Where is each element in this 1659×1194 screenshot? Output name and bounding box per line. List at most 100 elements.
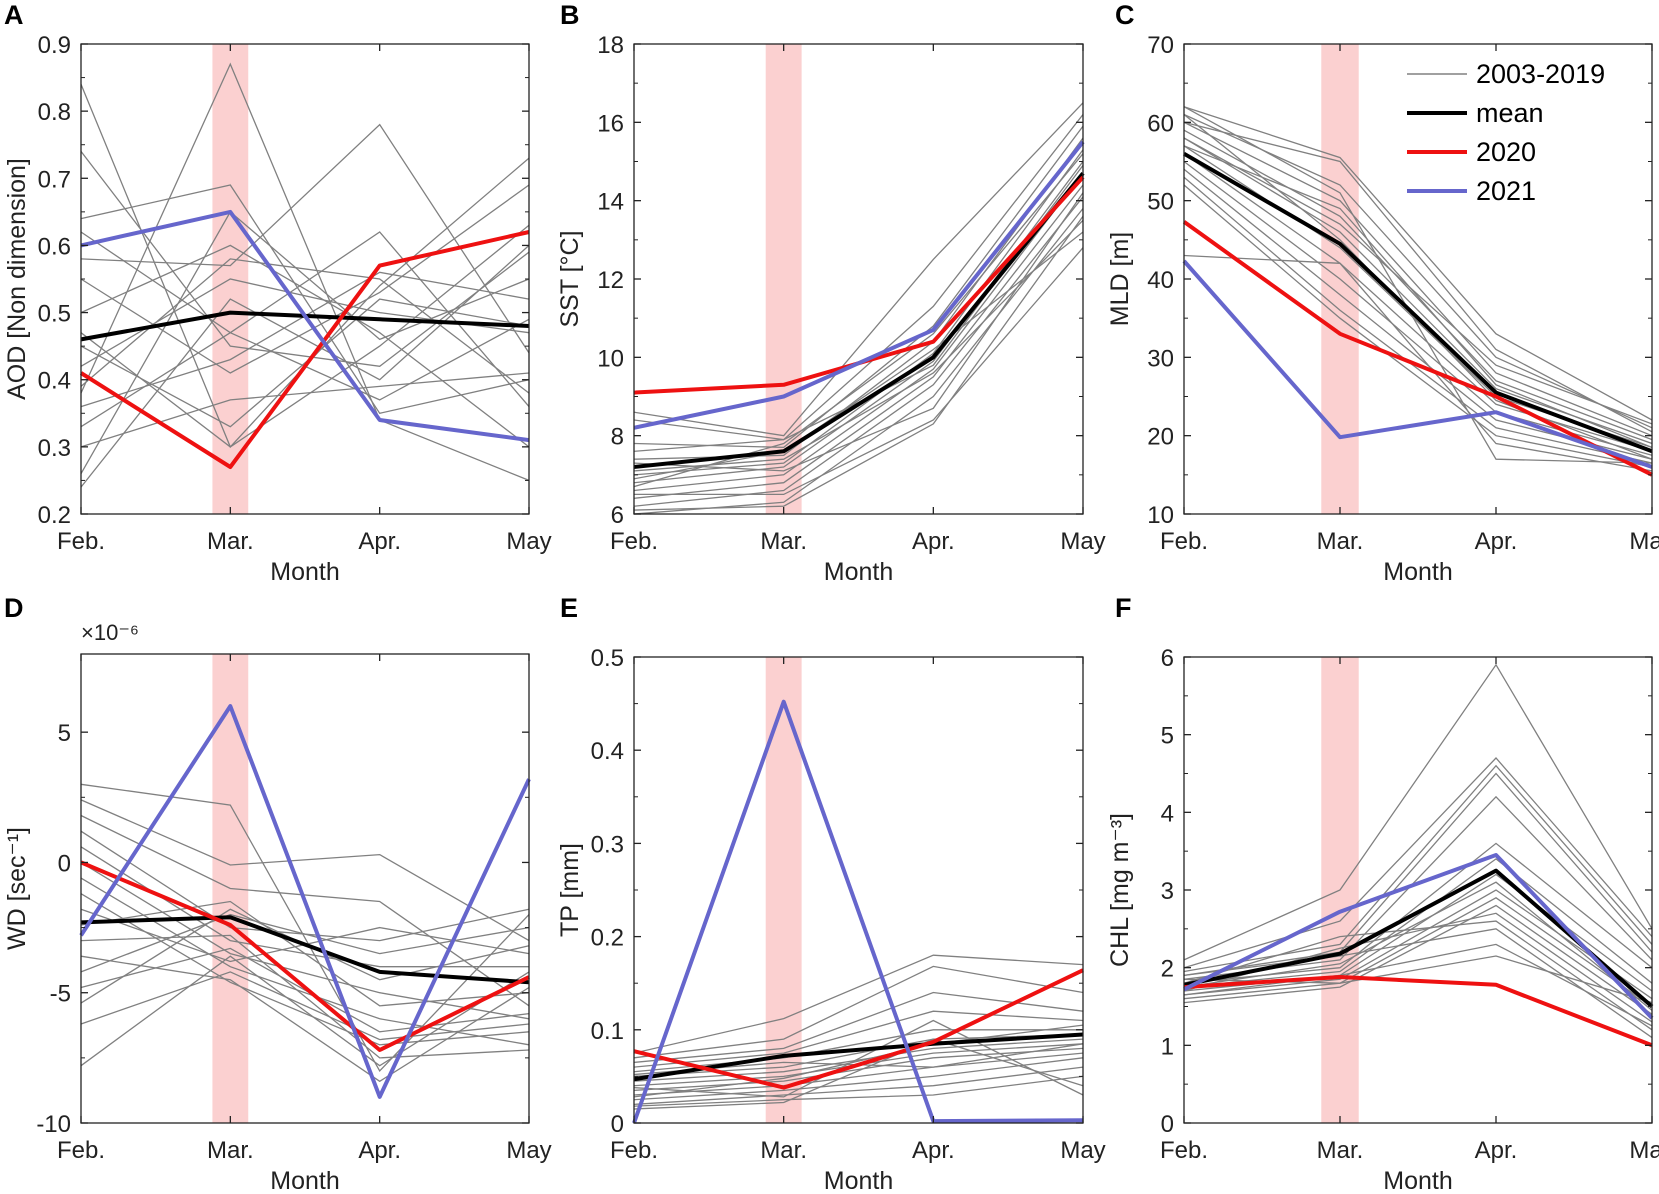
x-tick-label: May: [1060, 528, 1105, 555]
series-line-2003-2019: [1183, 772, 1653, 977]
panel-letter: E: [560, 593, 578, 623]
series-line-2003-2019: [633, 1047, 1084, 1092]
x-tick-label: May: [506, 1137, 551, 1164]
x-tick-label: Apr.: [912, 1137, 955, 1164]
series-line-2020: [79, 230, 530, 469]
y-tick-label: 0.5: [38, 301, 71, 328]
y-tick-label: 5: [1161, 723, 1174, 750]
series-line-2003-2019: [633, 1019, 1084, 1098]
x-tick-label: Apr.: [912, 528, 955, 555]
series-line-2003-2019: [633, 153, 1084, 488]
x-tick-label: Mar.: [207, 528, 254, 555]
x-tick-label: Apr.: [1475, 1137, 1518, 1164]
x-tick-label: Feb.: [1160, 1137, 1208, 1164]
series-line-2021: [1183, 853, 1654, 1020]
y-tick-label: 50: [1147, 189, 1174, 216]
y-tick-label: 0.4: [38, 368, 71, 395]
y-tick-label: 60: [1147, 110, 1174, 137]
panel-letter: B: [560, 0, 580, 30]
series-line-2003-2019: [633, 172, 1084, 492]
series-line-2003-2019: [1183, 176, 1653, 464]
series-line-2020: [1183, 975, 1653, 1048]
series-line-2003-2019: [80, 861, 530, 1020]
x-axis-label: Month: [270, 1167, 339, 1194]
panel-d: D -10 -5 0 5 Feb. Mar. Apr. May Month WD [sec⁻¹] ×1…: [3, 593, 552, 1194]
series-line-2003-2019: [1183, 121, 1653, 437]
series-line-2003-2019: [80, 210, 530, 475]
series-line-2003-2019: [1183, 858, 1653, 988]
series-line-2003-2019: [1183, 943, 1653, 1027]
y-tick-label: 0.1: [591, 1018, 624, 1045]
y-tick-label: 30: [1147, 345, 1174, 372]
series-line-2003-2019: [80, 934, 530, 1059]
series-line-2003-2019: [1183, 904, 1653, 1015]
series-line-2003-2019: [1183, 912, 1653, 1023]
x-tick-label: Apr.: [358, 528, 401, 555]
series-line-2003-2019: [1183, 145, 1653, 449]
x-tick-label: Feb.: [1160, 528, 1208, 555]
series-line-2003-2019: [1183, 137, 1653, 425]
panel-e: E 0 0.1 0.2 0.3 0.4 0.5 Feb. Mar. Apr. May Month TP …: [556, 593, 1106, 1194]
y-tick-label: 10: [597, 345, 624, 372]
series-line-2003-2019: [633, 149, 1084, 476]
series-line-2003-2019: [633, 215, 1084, 511]
series-line-2003-2019: [1183, 881, 1653, 1011]
y-tick-label: 0: [58, 850, 71, 877]
panel-letter: F: [1115, 593, 1132, 623]
y-tick-label: 0.9: [38, 32, 71, 59]
x-tick-label: Feb.: [57, 528, 105, 555]
panel-letter: A: [4, 0, 24, 30]
series-line-2021: [633, 140, 1085, 430]
series-line-2003-2019: [1183, 184, 1653, 468]
series-line-2003-2019: [1183, 928, 1653, 1039]
series-line-2003-2019: [1183, 764, 1653, 973]
x-tick-label: Apr.: [358, 1137, 401, 1164]
legend-label: 2020: [1476, 137, 1536, 167]
x-tick-label: Feb.: [57, 1137, 105, 1164]
series-line-2003-2019: [80, 971, 530, 1041]
y-tick-label: 18: [597, 32, 624, 59]
series-line-2021: [80, 209, 530, 443]
y-tick-label: 8: [611, 424, 624, 451]
y-axis-label: WD [sec⁻¹]: [3, 827, 31, 950]
series-line-2003-2019: [80, 814, 530, 1007]
y-tick-label: 0.7: [38, 166, 71, 193]
y-tick-label: 0.2: [38, 502, 71, 529]
series-line-2003-2019: [633, 991, 1084, 1064]
x-axis-label: Month: [270, 558, 339, 586]
series-line-2003-2019: [80, 372, 530, 448]
series-line-2003-2019: [80, 244, 530, 448]
legend: 2003-2019 mean 2020 2021: [1407, 59, 1605, 206]
y-tick-label: 0.3: [591, 831, 624, 858]
legend-label: 2003-2019: [1476, 59, 1605, 89]
series-line-2003-2019: [633, 1038, 1084, 1082]
legend-label: mean: [1476, 98, 1544, 128]
series-line-2003-2019: [80, 184, 530, 415]
series-line-mean: [80, 915, 530, 985]
y-axis-label: MLD [m]: [1106, 232, 1134, 326]
series-line-2003-2019: [633, 1075, 1084, 1107]
series-line-2003-2019: [633, 1057, 1084, 1101]
y-axis-label: CHL [mg m⁻³]: [1106, 813, 1134, 967]
y-tick-label: -10: [36, 1111, 71, 1138]
series-line-2003-2019: [633, 1066, 1084, 1106]
series-line-2020: [1182, 220, 1653, 477]
y-tick-label: 1: [1161, 1033, 1174, 1060]
y-tick-label: 40: [1147, 267, 1174, 294]
y-tick-label: 10: [1147, 502, 1174, 529]
y-tick-label: 14: [597, 189, 624, 216]
series-line-2003-2019: [80, 231, 530, 428]
x-tick-label: May: [1629, 528, 1659, 555]
series-line-2003-2019: [1183, 153, 1653, 452]
series-line-2003-2019: [80, 258, 530, 394]
series-line-2003-2019: [80, 62, 530, 482]
series-line-2003-2019: [633, 1024, 1084, 1098]
legend-label: 2021: [1476, 176, 1536, 206]
y-tick-label: 6: [1161, 645, 1174, 672]
x-tick-label: Mar.: [1317, 528, 1364, 555]
series-line-2003-2019: [1183, 106, 1653, 464]
series-line-2003-2019: [633, 161, 1084, 484]
series-line-2003-2019: [80, 799, 530, 942]
x-tick-label: Feb.: [610, 1137, 658, 1164]
series-line-2003-2019: [1183, 106, 1653, 421]
